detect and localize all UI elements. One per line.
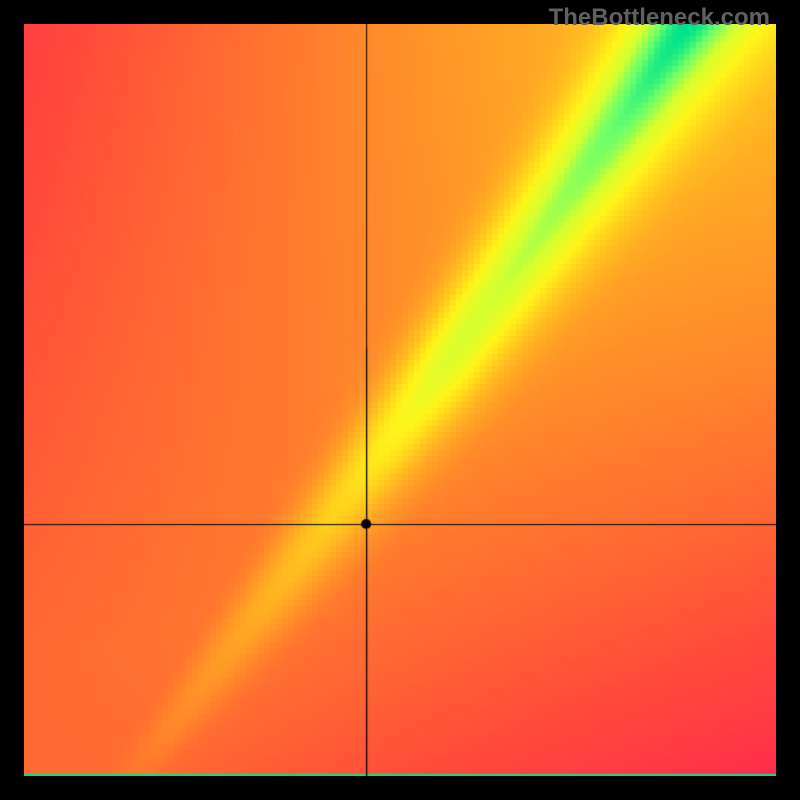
watermark-text: TheBottleneck.com xyxy=(549,4,770,32)
bottleneck-heatmap xyxy=(24,24,776,776)
chart-container: TheBottleneck.com xyxy=(0,0,800,800)
